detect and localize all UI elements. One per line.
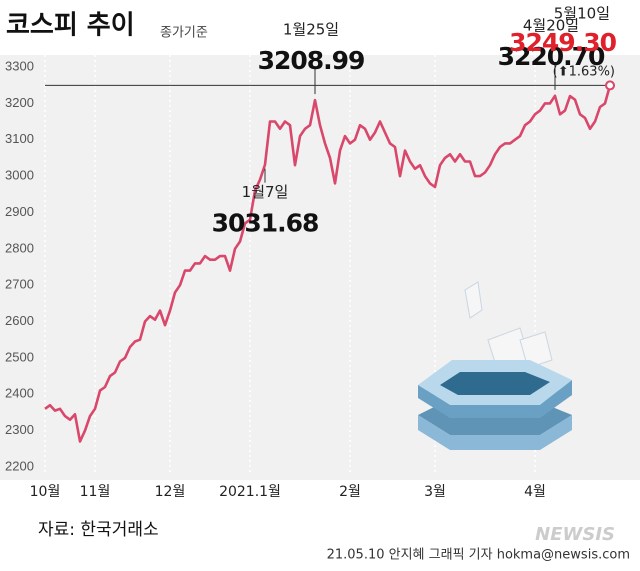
x-tick-label: 4월 bbox=[524, 484, 546, 500]
y-tick-label: 3200 bbox=[5, 95, 34, 110]
credit: 21.05.10 안지혜 그래픽 기자 hokma@newsis.com bbox=[327, 548, 630, 563]
y-tick-label: 2400 bbox=[5, 386, 34, 401]
chart-title: 코스피 추이 bbox=[6, 11, 135, 41]
y-tick-label: 3300 bbox=[5, 58, 34, 73]
x-tick-label: 10월 bbox=[30, 484, 61, 500]
value-label: 3220.70 bbox=[498, 42, 605, 71]
end-point bbox=[605, 80, 615, 91]
y-tick-label: 2600 bbox=[5, 313, 34, 328]
y-tick-label: 2200 bbox=[5, 458, 34, 473]
point-label: 1월25일 bbox=[283, 21, 339, 39]
y-tick-label: 2500 bbox=[5, 349, 34, 364]
x-tick-label: 3월 bbox=[424, 484, 446, 500]
y-tick-label: 2300 bbox=[5, 422, 34, 437]
y-tick-label: 2700 bbox=[5, 277, 34, 292]
x-tick-label: 2021.1월 bbox=[219, 484, 281, 500]
point-label: 5월10일 bbox=[554, 5, 610, 23]
point-label: 1월7일 bbox=[242, 183, 289, 201]
x-tick-label: 2월 bbox=[339, 484, 361, 500]
watermark: NEWSIS bbox=[535, 524, 615, 545]
x-tick-label: 11월 bbox=[80, 484, 111, 500]
change-label: (⬆1.63%) bbox=[553, 65, 615, 80]
illustration bbox=[418, 281, 572, 450]
value-label: 3249.30 bbox=[509, 28, 616, 57]
source: 자료: 한국거래소 bbox=[38, 520, 159, 540]
point-label: 4월20일 bbox=[523, 16, 579, 34]
value-label: 3031.68 bbox=[212, 209, 319, 238]
y-tick-label: 2800 bbox=[5, 240, 34, 255]
value-label: 3208.99 bbox=[258, 46, 365, 75]
x-tick-label: 12월 bbox=[155, 484, 186, 500]
chart-subtitle: 종가기준 bbox=[160, 26, 208, 41]
y-tick-label: 3100 bbox=[5, 131, 34, 146]
y-tick-label: 2900 bbox=[5, 204, 34, 219]
line bbox=[44, 85, 612, 443]
y-tick-label: 3000 bbox=[5, 168, 34, 183]
